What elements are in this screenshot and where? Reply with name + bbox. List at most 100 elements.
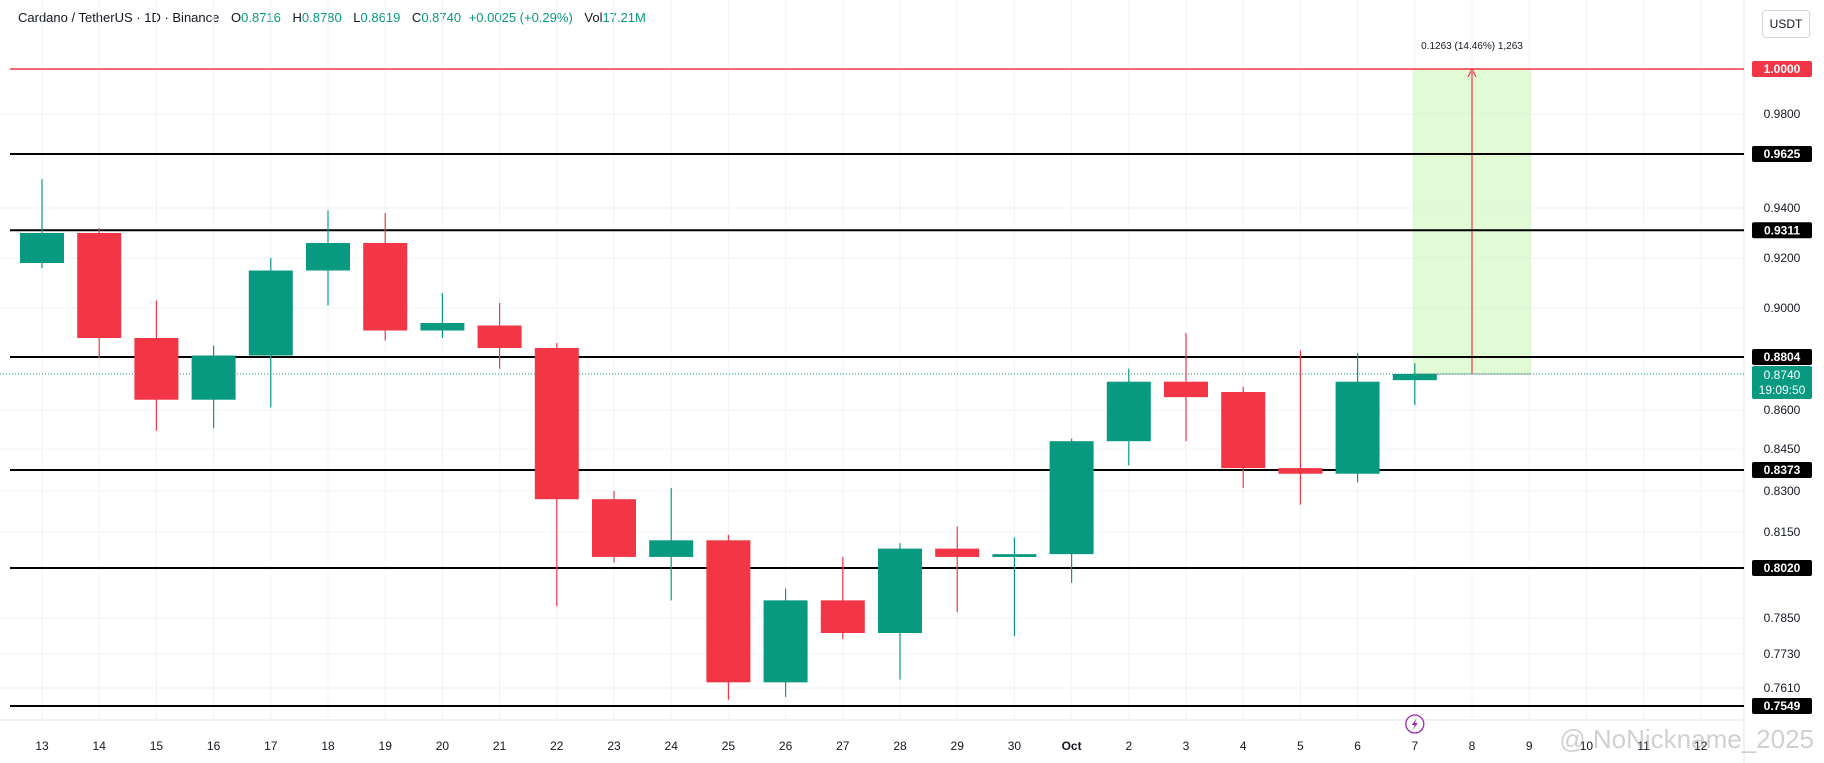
price-tick-label: 0.8450 bbox=[1764, 442, 1801, 456]
candle bbox=[1106, 368, 1151, 466]
level-price-label: 0.8020 bbox=[1764, 561, 1801, 575]
candle bbox=[420, 293, 465, 338]
level-price-label: 0.8804 bbox=[1764, 350, 1801, 364]
current-price-label: 0.8740 bbox=[1764, 368, 1801, 382]
candle bbox=[1392, 363, 1437, 406]
level-price-badge bbox=[1752, 560, 1812, 576]
high-label: H bbox=[292, 10, 302, 25]
level-price-label: 0.9625 bbox=[1764, 147, 1801, 161]
time-tick-label: 16 bbox=[207, 739, 221, 753]
candle-body bbox=[534, 348, 579, 500]
time-tick-label: 10 bbox=[1580, 739, 1594, 753]
candle bbox=[306, 210, 350, 306]
candle bbox=[592, 491, 636, 563]
candle-body bbox=[77, 233, 122, 338]
currency-button[interactable]: USDT bbox=[1762, 10, 1810, 38]
candle-body bbox=[1335, 381, 1380, 474]
time-tick-label: 20 bbox=[436, 739, 450, 753]
time-tick-label: 9 bbox=[1526, 739, 1533, 753]
candle bbox=[248, 258, 293, 408]
volume-value: 17.21M bbox=[602, 10, 646, 25]
price-tick-label: 0.7730 bbox=[1764, 647, 1801, 661]
price-tick-label: 0.8600 bbox=[1764, 403, 1801, 417]
candle bbox=[1164, 333, 1208, 442]
time-tick-label: Oct bbox=[1062, 739, 1082, 753]
candle-body bbox=[134, 338, 179, 400]
candle-body bbox=[20, 233, 64, 263]
candle bbox=[363, 213, 408, 341]
candle-body bbox=[248, 270, 293, 356]
current-price-badge bbox=[1752, 366, 1812, 399]
time-tick-label: 30 bbox=[1008, 739, 1022, 753]
low-label: L bbox=[353, 10, 361, 25]
lightning-icon-bolt bbox=[1411, 718, 1418, 730]
candle bbox=[706, 534, 751, 700]
close-value: 0.8740 bbox=[421, 10, 462, 25]
time-tick-label: 15 bbox=[150, 739, 164, 753]
candle-body bbox=[592, 499, 636, 557]
time-tick-label: 18 bbox=[321, 739, 335, 753]
projection-label: 0.1263 (14.46%) 1,263 bbox=[1421, 41, 1523, 52]
price-tick-label: 0.9200 bbox=[1764, 251, 1801, 265]
time-tick-label: 13 bbox=[35, 739, 49, 753]
time-tick-label: 3 bbox=[1183, 739, 1190, 753]
candle bbox=[935, 526, 980, 613]
candle-body bbox=[1221, 392, 1266, 469]
open-label: O bbox=[231, 10, 242, 25]
level-price-badge bbox=[1752, 349, 1812, 365]
countdown-label: 19:09:50 bbox=[1759, 383, 1806, 397]
candle-body bbox=[1049, 441, 1094, 555]
level-price-badge bbox=[1752, 698, 1812, 714]
candle-body bbox=[935, 548, 980, 557]
lightning-icon bbox=[1405, 714, 1425, 734]
time-tick-label: 27 bbox=[836, 739, 850, 753]
volume-label: Vol bbox=[584, 10, 603, 25]
chart-header: Cardano / TetherUS · 1D · Binance O0.871… bbox=[18, 10, 646, 25]
price-tick-label: 0.9000 bbox=[1764, 301, 1801, 315]
level-price-badge bbox=[1752, 222, 1812, 239]
candle-body bbox=[191, 355, 236, 400]
candle bbox=[20, 179, 64, 268]
candle-body bbox=[820, 600, 865, 633]
time-tick-label: 22 bbox=[550, 739, 564, 753]
level-price-label: 0.7549 bbox=[1764, 699, 1801, 713]
candle-body bbox=[763, 600, 808, 683]
price-tick-label: 0.8300 bbox=[1764, 484, 1801, 498]
candle bbox=[191, 345, 236, 429]
candle-body bbox=[363, 243, 408, 331]
candle-body bbox=[1278, 468, 1323, 474]
candle-body bbox=[1106, 381, 1151, 442]
time-tick-label: 17 bbox=[264, 739, 278, 753]
candle bbox=[134, 300, 179, 431]
candle bbox=[1049, 438, 1094, 583]
candle-body bbox=[1164, 381, 1208, 398]
time-tick-label: 2 bbox=[1125, 739, 1132, 753]
candle-body bbox=[649, 540, 694, 557]
candle bbox=[820, 556, 865, 639]
time-tick-label: 5 bbox=[1297, 739, 1304, 753]
time-tick-label: 25 bbox=[722, 739, 736, 753]
level-price-badge bbox=[1752, 61, 1812, 77]
close-label: C bbox=[411, 10, 422, 25]
time-tick-label: 19 bbox=[379, 739, 393, 753]
time-tick-label: 4 bbox=[1240, 739, 1247, 753]
time-tick-label: 7 bbox=[1411, 739, 1418, 753]
level-price-label: 0.9311 bbox=[1764, 223, 1800, 237]
candle bbox=[1335, 353, 1380, 483]
candle-body bbox=[420, 323, 465, 331]
level-price-badge bbox=[1752, 462, 1812, 478]
price-tick-label: 0.7850 bbox=[1764, 611, 1801, 625]
time-tick-label: 21 bbox=[493, 739, 507, 753]
time-tick-label: 26 bbox=[779, 739, 793, 753]
candle bbox=[878, 543, 922, 680]
low-value: 0.8619 bbox=[360, 10, 401, 25]
level-price-label: 1.0000 bbox=[1764, 62, 1801, 76]
time-tick-label: 12 bbox=[1694, 739, 1708, 753]
time-tick-label: 28 bbox=[893, 739, 907, 753]
candle-body bbox=[306, 243, 350, 271]
high-value: 0.8780 bbox=[301, 10, 342, 25]
level-price-label: 0.8373 bbox=[1764, 463, 1801, 477]
candle-body bbox=[477, 325, 522, 348]
candle bbox=[992, 537, 1037, 636]
